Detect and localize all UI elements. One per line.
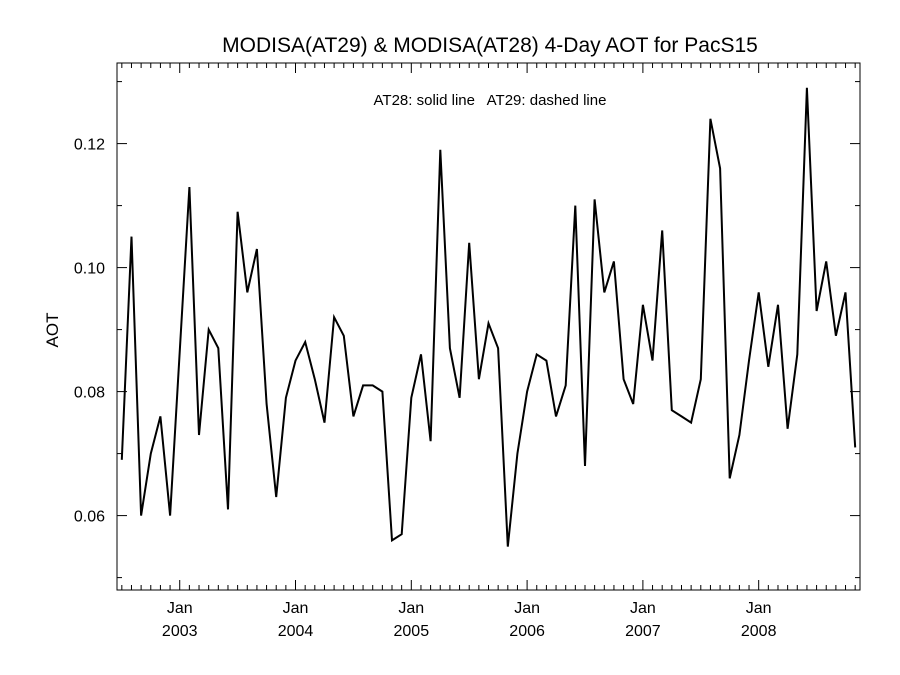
x-tick-label-month: Jan <box>746 600 772 617</box>
chart-title: MODISA(AT29) & MODISA(AT28) 4-Day AOT fo… <box>222 34 758 57</box>
axis-tick-labels: 0.06 0.08 0.10 0.12 Jan 2003 Jan 2004 Jan 2005 Jan… <box>74 137 777 640</box>
x-tick-label-year: 2008 <box>741 623 777 640</box>
series-line-solid <box>120 87 857 547</box>
x-tick-label-month: Jan <box>514 600 540 617</box>
x-tick-label-month: Jan <box>283 600 309 617</box>
y-tick-label: 0.10 <box>74 261 105 278</box>
x-tick-label-year: 2005 <box>394 623 430 640</box>
y-tick-label: 0.12 <box>74 137 105 154</box>
y-axis-label: AOT <box>43 313 62 348</box>
y-tick-label: 0.06 <box>74 509 105 526</box>
x-tick-label-year: 2007 <box>625 623 661 640</box>
x-tick-label-year: 2006 <box>509 623 545 640</box>
x-tick-label-month: Jan <box>398 600 424 617</box>
y-tick-label: 0.08 <box>74 385 105 402</box>
x-tick-label-month: Jan <box>630 600 656 617</box>
series-group <box>120 87 857 547</box>
series-annotation: AT28: solid line AT29: dashed line <box>374 92 607 109</box>
x-tick-label-year: 2004 <box>278 623 314 640</box>
axis-ticks <box>117 63 860 590</box>
x-tick-label-month: Jan <box>167 600 193 617</box>
x-tick-label-year: 2003 <box>162 623 198 640</box>
